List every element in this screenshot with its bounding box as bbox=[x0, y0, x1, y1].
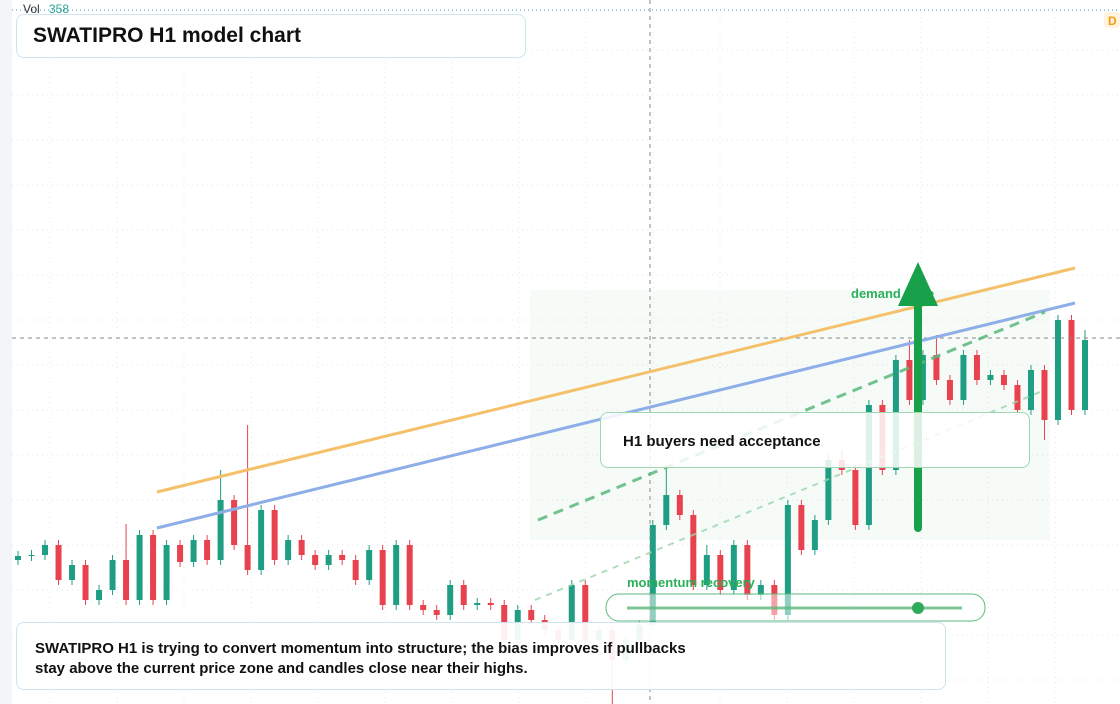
candle-body bbox=[1068, 320, 1075, 410]
candle-body bbox=[1027, 370, 1034, 410]
candle-body bbox=[798, 505, 805, 550]
candle-body bbox=[960, 355, 967, 400]
note-box: SWATIPRO H1 is trying to convert momentu… bbox=[16, 622, 946, 690]
candle-body bbox=[717, 555, 724, 590]
candle-body bbox=[1054, 320, 1061, 420]
candle-body bbox=[676, 495, 683, 515]
vol-value: 358 bbox=[49, 2, 69, 16]
vol-label: Vol bbox=[23, 2, 40, 16]
candle-body bbox=[852, 470, 859, 525]
candle-body bbox=[1000, 375, 1007, 385]
candle-body bbox=[474, 603, 481, 605]
candle-body bbox=[204, 540, 211, 560]
candle-body bbox=[420, 605, 427, 610]
candle-body bbox=[379, 550, 386, 605]
candle-body bbox=[42, 545, 49, 555]
candle-body bbox=[82, 565, 89, 600]
momentum-label: momentum recovery bbox=[627, 575, 756, 590]
candle-body bbox=[919, 355, 926, 400]
note: SWATIPRO H1 is trying to convert momentu… bbox=[35, 640, 686, 677]
candle-body bbox=[28, 555, 35, 556]
momentum-dot bbox=[912, 602, 924, 614]
candle-body bbox=[393, 545, 400, 605]
candle-body bbox=[744, 545, 751, 595]
candle-body bbox=[933, 355, 940, 380]
candle-body bbox=[190, 540, 197, 562]
candle-body bbox=[1014, 385, 1021, 410]
left-strip bbox=[0, 0, 12, 704]
candle-body bbox=[825, 460, 832, 520]
candle-body bbox=[244, 545, 251, 570]
candle-body bbox=[487, 603, 494, 605]
candle-body bbox=[231, 500, 238, 545]
candle-body bbox=[973, 355, 980, 380]
candle-body bbox=[163, 545, 170, 600]
candle-body bbox=[946, 380, 953, 400]
candle-body bbox=[55, 545, 62, 580]
candle-body bbox=[757, 585, 764, 595]
candle-body bbox=[285, 540, 292, 560]
candle-body bbox=[406, 545, 413, 605]
candle-body bbox=[568, 585, 575, 640]
title-box: SWATIPRO H1 model chart bbox=[16, 14, 526, 58]
candle-body bbox=[1041, 370, 1048, 420]
candle-body bbox=[177, 545, 184, 562]
candle-body bbox=[366, 550, 373, 580]
candle-body bbox=[298, 540, 305, 555]
callout: H1 buyers need acceptance bbox=[623, 433, 821, 450]
candle-body bbox=[150, 535, 157, 600]
candle-body bbox=[15, 556, 21, 560]
candle-body bbox=[1082, 340, 1088, 410]
arrow-head bbox=[898, 262, 938, 306]
candle-body bbox=[271, 510, 278, 560]
callout-box: H1 buyers need acceptance bbox=[600, 412, 1030, 468]
candle-body bbox=[811, 520, 818, 550]
candle-body bbox=[136, 535, 143, 600]
candle-body bbox=[352, 560, 359, 580]
candle-body bbox=[217, 500, 224, 560]
badge-text: D bbox=[1108, 14, 1117, 28]
candle-body bbox=[123, 560, 130, 600]
candle-body bbox=[258, 510, 265, 570]
candle-body bbox=[528, 610, 535, 620]
candle-body bbox=[784, 505, 791, 615]
candle-body bbox=[690, 515, 697, 585]
candle-body bbox=[312, 555, 319, 565]
candle-body bbox=[433, 610, 440, 615]
candle-body bbox=[69, 565, 76, 580]
candle-body bbox=[663, 495, 670, 525]
candle-body bbox=[730, 545, 737, 590]
candle-body bbox=[582, 585, 589, 640]
badge bbox=[1104, 12, 1120, 28]
candle-body bbox=[325, 555, 332, 565]
candle-body bbox=[987, 375, 994, 380]
candle-body bbox=[460, 585, 467, 605]
candle-body bbox=[906, 360, 913, 400]
candle-body bbox=[109, 560, 116, 590]
candle-body bbox=[339, 555, 346, 560]
candle-body bbox=[649, 525, 656, 625]
title: SWATIPRO H1 model chart bbox=[33, 24, 301, 47]
candle-body bbox=[447, 585, 454, 615]
candle-body bbox=[703, 555, 710, 585]
candle-body bbox=[96, 590, 103, 600]
